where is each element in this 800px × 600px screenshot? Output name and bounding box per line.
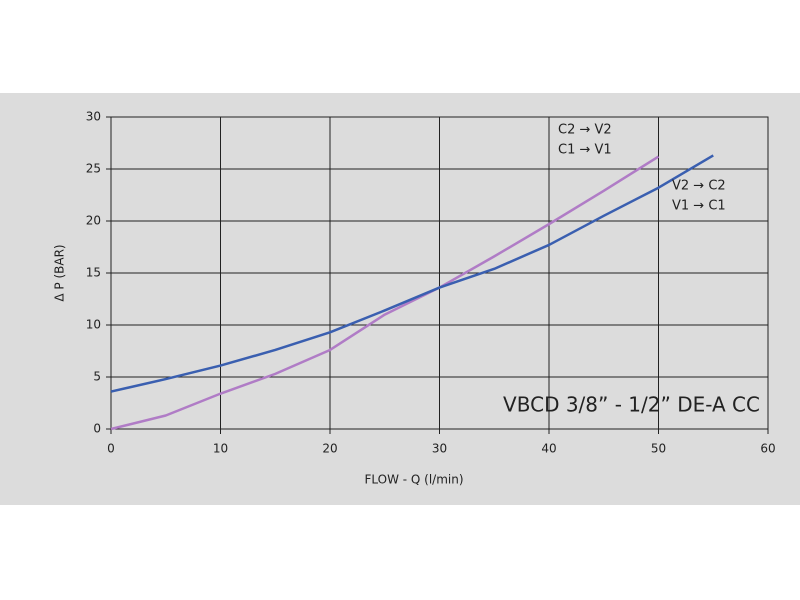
x-tick-label: 50	[651, 442, 666, 456]
background	[0, 93, 800, 505]
y-tick-label: 0	[93, 422, 101, 436]
legend-label: V1 → C1	[672, 199, 726, 214]
series-line	[110, 155, 660, 431]
y-tick-label: 10	[86, 318, 101, 332]
x-tick-label: 10	[213, 442, 228, 456]
annotation: VBCD 3/8” - 1/2” DE-A CC	[503, 393, 760, 417]
legend-label: C2 → V2	[558, 123, 612, 138]
x-tick-label: 40	[541, 442, 556, 456]
x-tick-label: 60	[760, 442, 775, 456]
x-axis-label: FLOW - Q (l/min)	[364, 473, 463, 487]
y-tick-label: 15	[86, 266, 101, 280]
y-tick-label: 20	[86, 214, 101, 228]
legend-label: V2 → C2	[672, 179, 726, 194]
y-tick-label: 25	[86, 162, 101, 176]
x-tick-label: 0	[107, 442, 115, 456]
y-tick-label: 5	[93, 370, 101, 384]
legend-label: C1 → V1	[558, 143, 612, 158]
y-tick-label: 30	[86, 110, 101, 124]
x-tick-label: 30	[432, 442, 447, 456]
y-axis-label: Δ P (BAR)	[53, 244, 67, 301]
series-line	[110, 154, 714, 393]
x-tick-label: 20	[322, 442, 337, 456]
